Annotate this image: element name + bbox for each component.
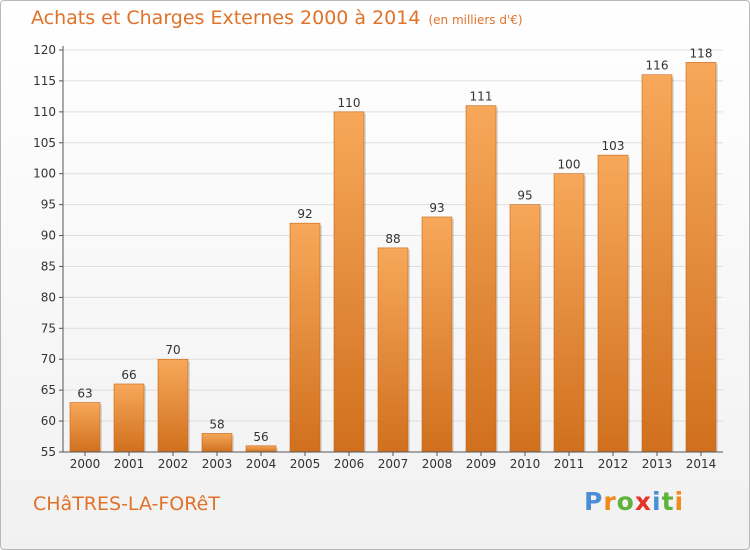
bar-2001	[113, 383, 145, 453]
logo-letter: x	[634, 487, 652, 516]
bar-2013	[641, 74, 673, 453]
y-tick-label: 105	[33, 136, 56, 150]
chart-title: Achats et Charges Externes 2000 à 2014 (e…	[31, 7, 523, 29]
x-tick-label: 2014	[686, 457, 717, 471]
bar-2014	[685, 62, 717, 453]
logo-letter: i	[674, 487, 685, 516]
y-axis-ticks: 55 60 65 70 75 80 85 90 95 100 105 110 115 120	[33, 43, 63, 459]
bar-2011	[553, 173, 585, 453]
data-label: 116	[646, 59, 669, 73]
data-label: 111	[470, 90, 493, 104]
data-label: 66	[121, 368, 136, 382]
y-tick-label: 90	[41, 229, 56, 243]
logo-letter: P	[584, 487, 604, 516]
x-tick-label: 2004	[246, 457, 277, 471]
bar-2002	[157, 358, 189, 453]
data-labels: 63 66 70 58 56 92 110 88 93 111 95 100 103 116 118	[77, 46, 712, 443]
y-tick-label: 85	[41, 259, 56, 273]
bar-2004	[245, 445, 277, 453]
bar-2005	[289, 222, 321, 453]
data-label: 58	[209, 417, 224, 431]
logo-letter: o	[616, 487, 635, 516]
chart-subtitle: (en milliers d'€)	[428, 13, 523, 27]
x-tick-label: 2002	[158, 457, 189, 471]
x-tick-label: 2012	[598, 457, 629, 471]
bar-2009	[465, 105, 497, 453]
data-label: 110	[338, 96, 361, 110]
bar-2010	[509, 204, 541, 453]
y-tick-label: 95	[41, 198, 56, 212]
data-label: 88	[385, 232, 400, 246]
proxiti-logo[interactable]: Proxiti	[584, 487, 684, 516]
x-tick-label: 2007	[378, 457, 409, 471]
bar-2012	[597, 154, 629, 453]
y-tick-label: 120	[33, 43, 56, 57]
y-tick-label: 100	[33, 167, 56, 181]
y-tick-label: 75	[41, 321, 56, 335]
data-label: 100	[558, 158, 581, 172]
bars	[69, 62, 718, 453]
logo-letter: r	[603, 487, 617, 516]
data-label: 70	[165, 343, 180, 357]
x-tick-label: 2005	[290, 457, 321, 471]
data-label: 56	[253, 430, 268, 444]
bar-2008	[421, 216, 453, 453]
data-label: 93	[429, 201, 444, 215]
x-axis-ticks: 2000 2001 2002 2003 2004 2005 2006 2007 2008 2009…	[70, 452, 717, 471]
x-tick-label: 2001	[114, 457, 145, 471]
bar-2003	[201, 433, 233, 453]
data-label: 63	[77, 387, 92, 401]
logo-letter: t	[661, 487, 675, 516]
data-label: 103	[602, 139, 625, 153]
data-label: 92	[297, 207, 312, 221]
bar-2000	[69, 402, 101, 453]
y-tick-label: 55	[41, 445, 56, 459]
y-tick-label: 80	[41, 290, 56, 304]
bar-2006	[333, 111, 365, 453]
y-tick-label: 110	[33, 105, 56, 119]
x-tick-label: 2003	[202, 457, 233, 471]
x-tick-label: 2008	[422, 457, 453, 471]
x-tick-label: 2011	[554, 457, 585, 471]
data-label: 118	[690, 46, 713, 60]
bar-2007	[377, 247, 409, 453]
y-tick-label: 115	[33, 74, 56, 88]
x-tick-label: 2009	[466, 457, 497, 471]
y-tick-label: 70	[41, 352, 56, 366]
town-name: CHâTRES-LA-FORêT	[33, 493, 220, 515]
y-tick-label: 65	[41, 383, 56, 397]
logo-letter: i	[652, 487, 662, 516]
x-tick-label: 2000	[70, 457, 101, 471]
y-tick-label: 60	[41, 414, 56, 428]
x-tick-label: 2006	[334, 457, 365, 471]
data-label: 95	[517, 189, 532, 203]
x-tick-label: 2013	[642, 457, 673, 471]
x-tick-label: 2010	[510, 457, 541, 471]
chart-title-text: Achats et Charges Externes 2000 à 2014	[31, 7, 421, 29]
